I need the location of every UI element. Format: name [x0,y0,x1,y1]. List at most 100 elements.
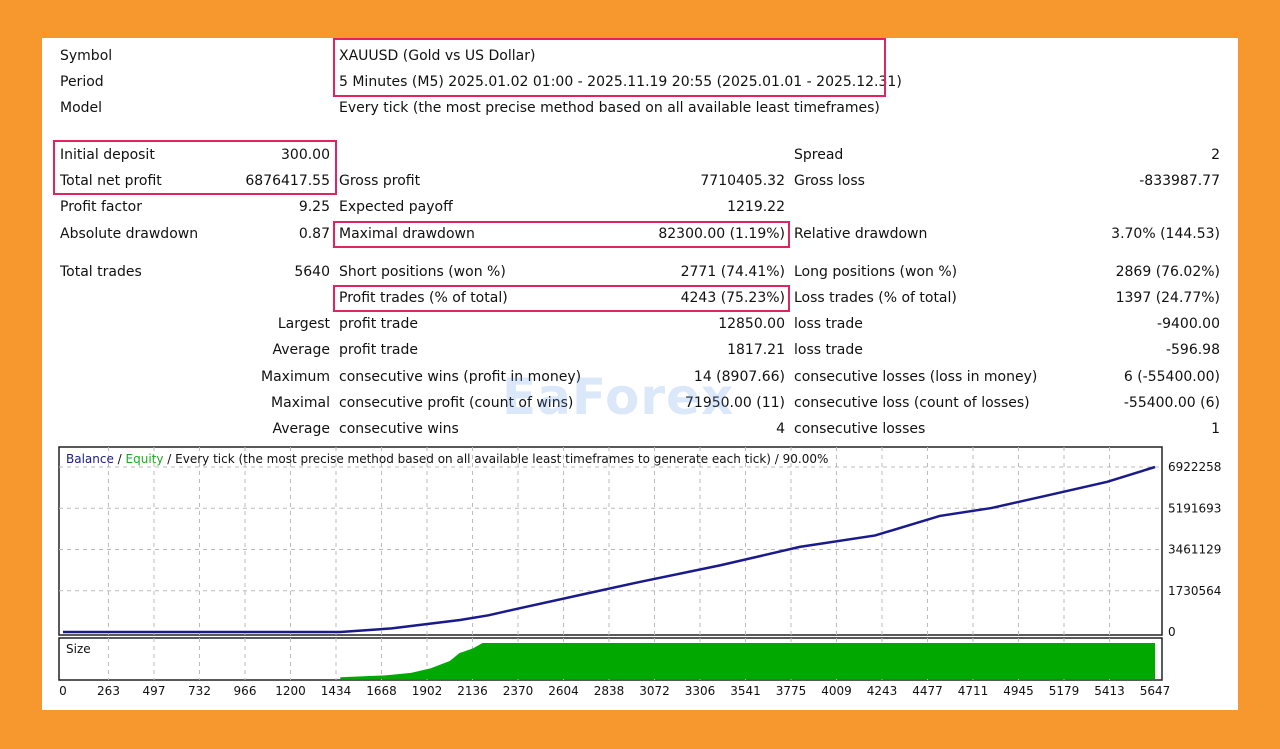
balance-line [63,465,1156,634]
stat-value: -833987.77 [1139,173,1220,189]
header-label: Symbol [60,48,113,64]
watermark-logo: EaForex [502,368,735,426]
highlight-symbol-period [333,38,886,97]
stat-value: 6876417.55 [245,173,330,189]
highlight-profit-trades [333,285,790,312]
main-plot-frame [58,446,1163,636]
x-tick-label: 4711 [958,684,989,698]
x-tick-label: 4477 [912,684,943,698]
stat-label: consecutive losses [794,421,926,437]
x-tick-label: 3072 [639,684,670,698]
stat-label: Relative drawdown [794,226,928,242]
x-tick-label: 5413 [1094,684,1125,698]
x-tick-label: 5647 [1140,684,1171,698]
x-tick-label: 497 [143,684,166,698]
stat-value: Average [272,342,331,358]
stat-label: Initial deposit [60,147,155,163]
report-panel: Symbol XAUUSD (Gold vs US Dollar) Period 5 … [42,38,1238,710]
x-tick-label: 2136 [457,684,488,698]
stat-value: 9.25 [298,199,330,215]
stat-value: Maximum [261,369,330,385]
header-label: Model [60,100,103,116]
x-tick-label: 263 [97,684,120,698]
stat-value: -55400.00 (6) [1123,395,1220,411]
stat-label: Loss trades (% of total) [794,290,957,306]
stat-value: 3.70% (144.53) [1111,226,1220,242]
stat-value: 1817.21 [727,342,785,358]
highlight-max-drawdown [333,221,790,248]
stat-value: 1397 (24.77%) [1115,290,1220,306]
legend-equity: Equity [126,452,164,466]
stat-label: profit trade [339,316,418,332]
stat-label: Long positions (won %) [794,264,958,280]
x-tick-label: 4945 [1003,684,1034,698]
stat-label: consecutive loss (count of losses) [794,395,1030,411]
header-value: 5 Minutes (M5) 2025.01.02 01:00 - 2025.1… [339,74,902,90]
stat-label: Total trades [60,264,142,280]
x-tick-label: 2604 [548,684,579,698]
y-tick-label: 0 [1168,625,1176,639]
stat-label: Gross profit [339,173,421,189]
stat-value: 1 [1211,421,1220,437]
size-panel-label: Size [66,642,91,656]
stat-value: 4243 (75.23%) [680,290,785,306]
stat-value: 14 (8907.66) [693,369,785,385]
x-tick-label: 2370 [503,684,534,698]
x-tick-label: 4243 [867,684,898,698]
x-tick-label: 3541 [730,684,761,698]
stat-label: profit trade [339,342,418,358]
y-tick-label: 1730564 [1168,584,1221,598]
stat-label: consecutive losses (loss in money) [794,369,1038,385]
stat-label: Expected payoff [339,199,453,215]
header-value: Every tick (the most precise method base… [339,100,880,116]
stat-label: Short positions (won %) [339,264,506,280]
stat-label: consecutive wins (profit in money) [339,369,582,385]
legend-balance: Balance [66,452,114,466]
stat-value: 12850.00 [718,316,785,332]
stat-label: Absolute drawdown [60,226,199,242]
stat-value: 0.87 [298,226,330,242]
stat-value: Largest [277,316,330,332]
stat-label: consecutive wins [339,421,459,437]
stat-value: 2771 (74.41%) [680,264,785,280]
legend-description: / Every tick (the most precise method ba… [163,452,828,466]
stat-value: 7710405.32 [700,173,785,189]
stat-label: Maximal drawdown [339,226,475,242]
x-tick-label: 3306 [685,684,716,698]
stat-value: 1219.22 [727,199,785,215]
stat-label: Profit trades (% of total) [339,290,508,306]
highlight-deposit-profit [53,140,337,195]
x-tick-label: 1668 [366,684,397,698]
stat-value: 2 [1211,147,1220,163]
stat-value: 4 [776,421,785,437]
size-area [340,643,1156,679]
stat-label: Profit factor [60,199,142,215]
x-tick-label: 5179 [1049,684,1080,698]
x-tick-label: 0 [59,684,67,698]
stat-value: 5640 [294,264,330,280]
chart-legend: Balance / Equity / Every tick (the most … [66,452,828,466]
x-tick-label: 1434 [321,684,352,698]
stat-value: 6 (-55400.00) [1123,369,1220,385]
stat-value: Maximal [271,395,330,411]
legend-sep: / [114,452,126,466]
stat-value: 300.00 [281,147,330,163]
stat-label: Spread [794,147,844,163]
stat-label: Gross loss [794,173,865,189]
y-tick-label: 6922258 [1168,460,1221,474]
stat-value: 2869 (76.02%) [1115,264,1220,280]
stat-value: 82300.00 (1.19%) [658,226,785,242]
stat-value: -596.98 [1165,342,1220,358]
y-tick-label: 5191693 [1168,501,1221,515]
header-value: XAUUSD (Gold vs US Dollar) [339,48,536,64]
stat-value: -9400.00 [1157,316,1220,332]
y-tick-label: 3461129 [1168,543,1221,557]
x-tick-label: 1200 [275,684,306,698]
x-tick-label: 732 [188,684,211,698]
stat-label: loss trade [794,316,863,332]
balance-chart: 0 263 497 732 966 1200 1434 1668 1902 2136 2370 260… [58,446,1221,698]
header-label: Period [60,74,104,90]
stat-label: Total net profit [60,173,162,189]
x-tick-label: 2838 [594,684,625,698]
stat-label: loss trade [794,342,863,358]
